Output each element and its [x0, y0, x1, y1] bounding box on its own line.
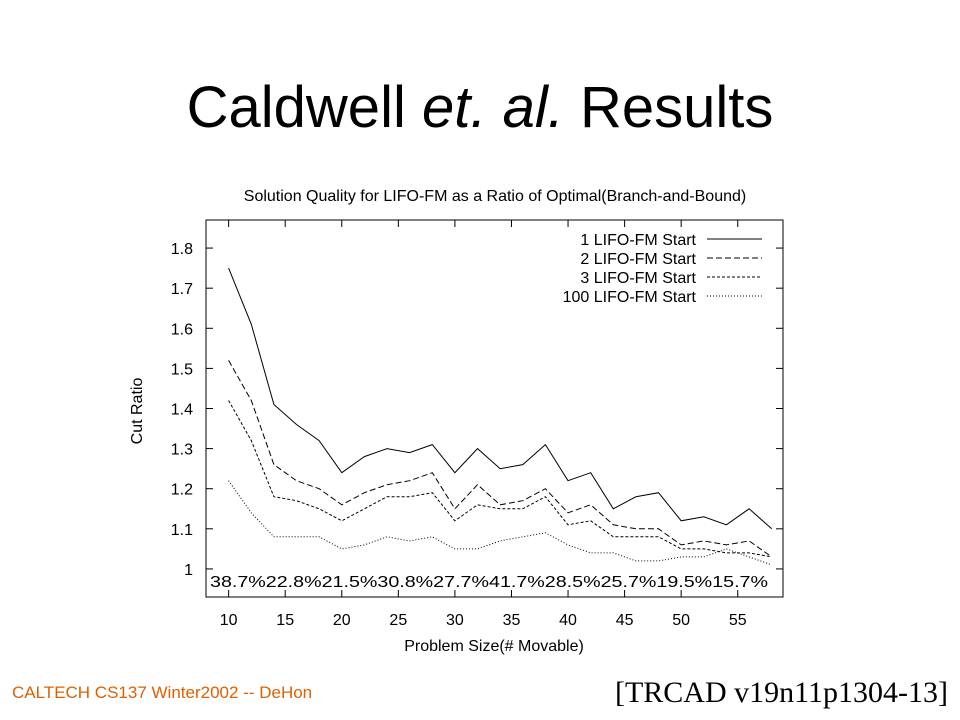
legend-label: 100 LIFO-FM Start: [563, 289, 697, 306]
x-tick-label: 35: [503, 612, 521, 629]
legend-label: 2 LIFO-FM Start: [580, 251, 696, 268]
x-axis-ticks: 10 15 20 25 30 35 40 45 50 55: [220, 220, 747, 629]
slide-title-part-2: Results: [563, 75, 774, 140]
x-tick-label: 50: [672, 612, 690, 629]
y-axis-ticks: 1 1.1 1.2 1.3 1.4 1.5 1.6 1.7 1.8: [171, 241, 783, 579]
y-tick-label: 1.8: [171, 241, 193, 258]
y-tick-label: 1.1: [171, 522, 193, 539]
footer-citation: [TRCAD v19n11p1304-13]: [614, 676, 948, 709]
y-tick-label: 1.2: [171, 482, 193, 499]
x-axis-label: Problem Size(# Movable): [404, 638, 584, 655]
series-line-2: [228, 360, 772, 558]
percent-annotation: 25.7%: [601, 574, 657, 591]
percent-annotation: 21.5%: [322, 574, 378, 591]
x-tick-label: 10: [220, 612, 238, 629]
percent-annotation: 38.7%: [210, 574, 266, 591]
percent-annotation: 15.7%: [712, 574, 768, 591]
percent-annotation-row: 38.7% 22.8% 21.5% 30.8% 27.7% 41.7% 28.5% 25.7%…: [210, 574, 768, 591]
slide-title: Caldwell et. al. Results: [0, 74, 960, 141]
cut-ratio-line-chart: Solution Quality for LIFO-FM as a Ratio …: [129, 188, 784, 655]
y-tick-label: 1.6: [171, 321, 193, 338]
legend-label: 3 LIFO-FM Start: [580, 270, 696, 287]
y-tick-label: 1.5: [171, 361, 193, 378]
percent-annotation: 22.8%: [266, 574, 322, 591]
series-line-4: [228, 480, 772, 566]
plot-frame: [205, 219, 784, 598]
y-tick-label: 1.7: [171, 281, 193, 298]
y-tick-label: 1: [184, 562, 193, 579]
slide-title-part-1: Caldwell: [186, 75, 422, 140]
x-tick-label: 40: [559, 612, 577, 629]
x-tick-label: 15: [276, 612, 294, 629]
percent-annotation: 30.8%: [377, 574, 433, 591]
x-tick-label: 30: [446, 612, 464, 629]
series-lines: [228, 267, 773, 566]
x-tick-label: 55: [729, 612, 747, 629]
percent-annotation: 41.7%: [489, 574, 545, 591]
slide-title-italic: et. al.: [421, 75, 564, 140]
series-line-3: [228, 400, 772, 558]
percent-annotation: 27.7%: [433, 574, 489, 591]
percent-annotations: 38.7% 22.8% 21.5% 30.8% 27.7% 41.7% 28.5% 25.7%…: [210, 574, 768, 591]
y-tick-label: 1.4: [171, 402, 193, 419]
footer-course-label: CALTECH CS137 Winter2002 -- DeHon: [12, 683, 313, 702]
percent-annotation: 28.5%: [545, 574, 601, 591]
y-tick-label: 1.3: [171, 442, 193, 459]
legend-label: 1 LIFO-FM Start: [580, 232, 696, 249]
y-axis-label: Cut Ratio: [129, 378, 146, 445]
chart-title: Solution Quality for LIFO-FM as a Ratio …: [244, 188, 746, 205]
x-tick-label: 20: [333, 612, 351, 629]
x-tick-label: 25: [389, 612, 407, 629]
legend: 1 LIFO-FM Start 2 LIFO-FM Start 3 LIFO-FM …: [563, 232, 762, 306]
series-line-1: [228, 267, 773, 530]
percent-annotation: 19.5%: [656, 574, 712, 591]
x-tick-label: 45: [616, 612, 634, 629]
